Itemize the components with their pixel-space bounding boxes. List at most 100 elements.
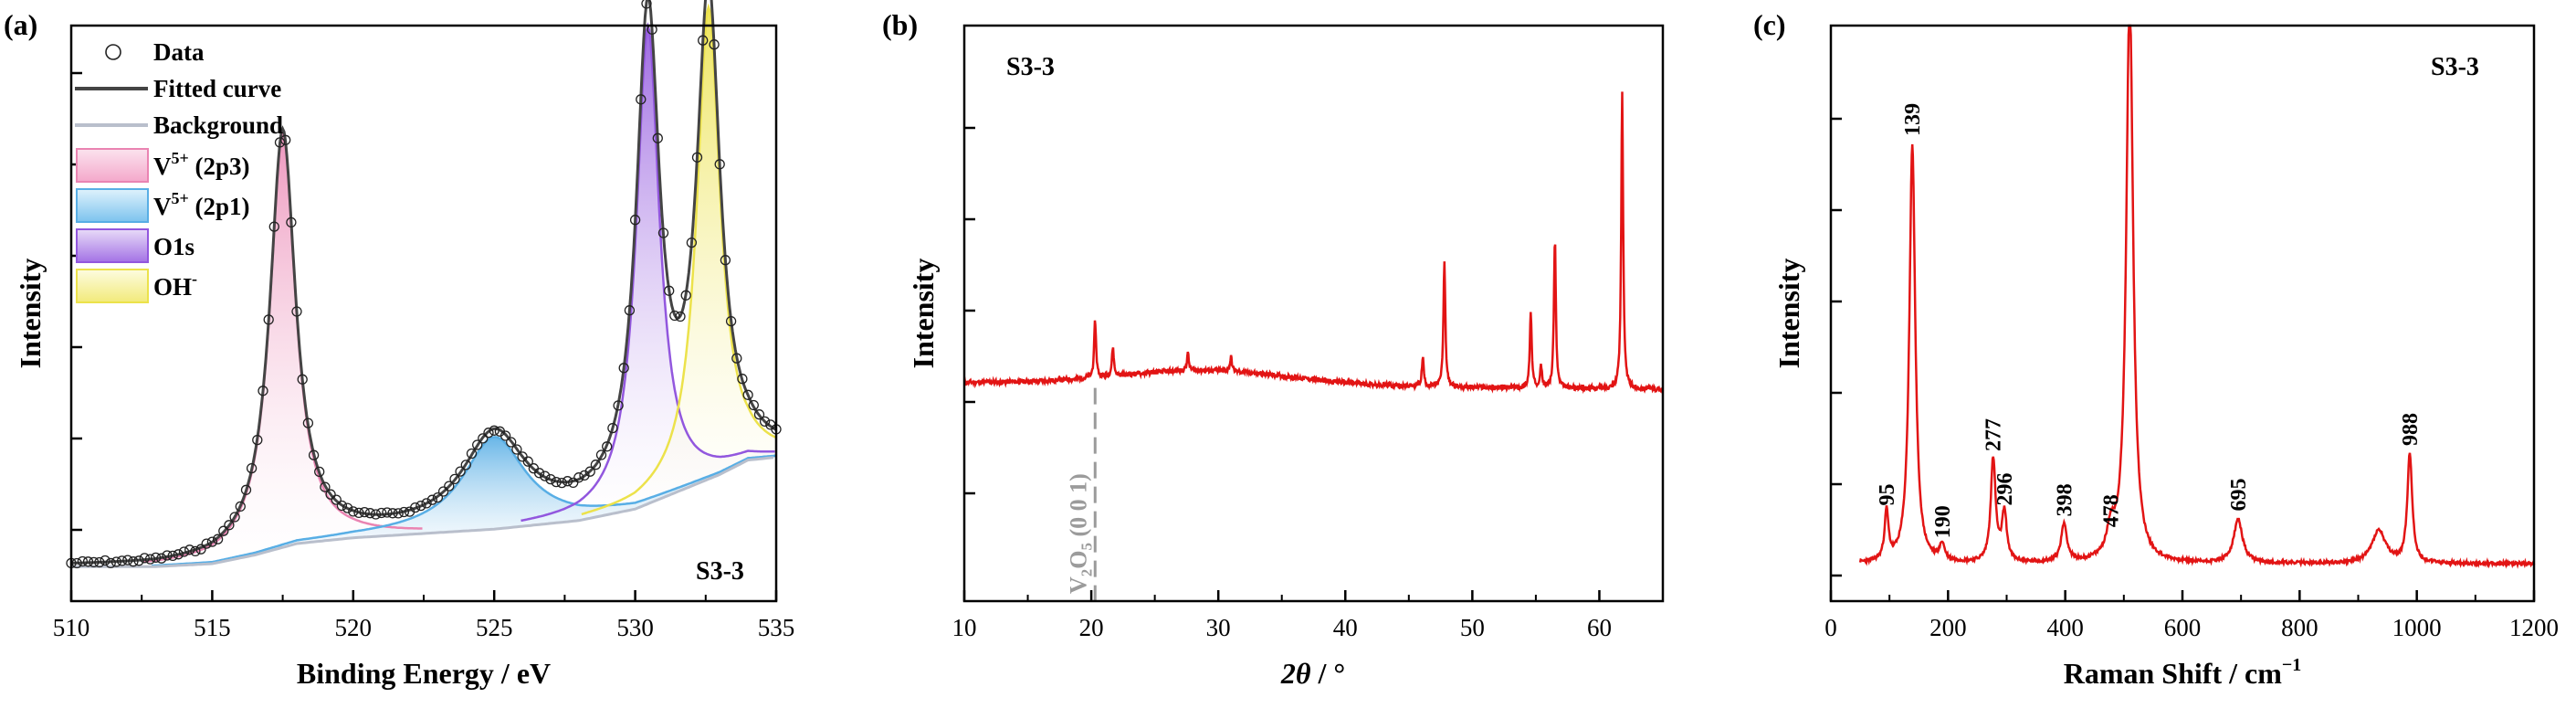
panel-a-data-point [82,556,94,567]
panel-a-data-point [759,416,771,428]
panel-a-data-point [737,374,748,385]
legend-label-fitted-curve: Fitted curve [153,75,281,102]
panel-a-data-point [664,285,675,296]
panel-b-x-tick-label: 60 [1587,614,1612,641]
panel-a-data-point [224,520,235,531]
legend-item-v5-2p3: V5+ (2p3) [76,148,250,183]
panel-a-data-point [522,456,533,467]
panel-a-data-point [675,311,686,322]
legend-swatch-purple [76,228,149,263]
panel-a-component-fill [581,6,776,521]
panel-a-data-point [499,430,511,441]
panel-c-peak-label: 190 [1931,505,1955,538]
panel-a-data-point [370,509,382,520]
panel-c-peak-label: 296 [1993,473,2017,506]
panel-a-ylabel: Intensity [14,259,47,369]
panel-b-x-tick-label: 40 [1333,614,1358,641]
panel-c-label: (c) [1753,8,1786,41]
panel-a-data-point [139,553,150,564]
legend-item-background: Background [75,111,283,139]
panel-a-xlabel: Binding Energy / eV [297,657,551,690]
panel-c-sample-label: S3-3 [2431,53,2479,81]
panel-a-data-point [353,507,364,519]
panel-a-data-point [483,428,494,439]
panel-a-data-point [511,444,522,455]
panel-a-label: (a) [4,8,37,41]
panel-a-data-point [652,132,663,143]
panel-b-xrd-curve [962,91,1665,395]
panel-a-data-point [359,506,370,518]
panel-a-component-fill [142,132,423,567]
panel-a-data-point [286,217,297,228]
panel-a-data-point [302,417,314,428]
panel-a-data-point [568,477,579,489]
panel-a-data-point [100,555,110,566]
panel-a-data-point [116,555,128,566]
panel-a-data-point [218,525,229,536]
panel-c-x-tick-label: 400 [2046,614,2084,641]
legend-label-data: Data [153,38,205,66]
panel-a-data-point [748,399,759,411]
panel-a-data-point [195,544,206,555]
panel-a-data-point [314,466,325,478]
panel-a-x-tick-label: 535 [758,614,795,641]
panel-a-x-tick-label: 525 [476,614,513,641]
panel-a-data-point [162,550,173,561]
panel-a-data-point [624,305,636,316]
panel-c-peak-label: 695 [2227,478,2251,511]
panel-a-data-point [590,460,602,470]
panel-a-data-point [128,556,139,567]
panel-b-frame [962,24,1665,603]
panel-a-data-point [533,468,545,479]
panel-a-data-point [489,425,499,436]
panel-a-ticks: 510 515 520 525 530 535 [53,71,795,641]
panel-a-data-point [201,538,212,549]
panel-a-data-point [206,536,218,547]
panel-c-raman-curve [1858,24,2536,569]
panel-b-x-tick-label: 30 [1206,614,1231,641]
panel-a-data-point [94,556,105,568]
panel-a-data-point [426,494,437,505]
panel-a-data-point [268,221,279,232]
panel-a-data-point [460,460,471,470]
panel-a-data-point [753,409,765,420]
panel-a-data-point [584,466,595,477]
panel-c-x-tick-label: 600 [2164,614,2202,641]
panel-c-peak-label: 277 [1982,418,2006,451]
legend-swatch-blue [76,188,149,223]
legend-item-fitted-curve: Fitted curve [75,75,281,102]
legend-swatch-yellow [76,269,149,303]
panel-a-data-point [636,94,647,105]
legend-label-background: Background [153,111,283,139]
panel-a-data-point [178,546,190,557]
panel-a-data-point [235,501,246,513]
panel-c-peak-label: 139 [1901,103,1925,136]
panel-c: (c) 0 200 400 600 800 1000 1200 95 139 190 277 296… [1753,8,2559,690]
panel-a-data-point [246,462,258,474]
panel-a-data-point [562,476,573,487]
panel-a-data-point [731,353,742,364]
panel-b-ticks: 10 20 30 40 50 60 [952,126,1612,641]
panel-a-data-point [466,448,478,460]
panel-a-data-point [613,400,624,411]
panel-a-data-point [556,477,567,489]
panel-a-data-point [382,507,393,518]
panel-c-x-tick-label: 1200 [2509,614,2559,641]
panel-a-component-fill [152,437,776,567]
panel-a: (a) 510 515 520 525 530 535 S3-3 Binding Ener… [4,0,794,690]
panel-a-legend: Data Fitted curve Background V5+ (2p3) V… [75,38,283,303]
panel-a-sample-label: S3-3 [696,557,744,586]
legend-label-v5-2p3: V5+ (2p3) [153,149,250,180]
panel-a-data-point [297,374,308,385]
panel-c-x-tick-label: 800 [2281,614,2318,641]
panel-a-data-point [156,553,167,564]
panel-a-data-point [398,506,410,518]
panel-b-x-tick-label: 20 [1079,614,1104,641]
panel-a-data-points [66,0,782,569]
panel-a-data-point [421,498,432,509]
panel-a-data-point [540,470,551,481]
legend-item-o1s: O1s [76,228,195,263]
panel-a-data-point [274,137,286,148]
panel-a-data-point [691,152,703,163]
